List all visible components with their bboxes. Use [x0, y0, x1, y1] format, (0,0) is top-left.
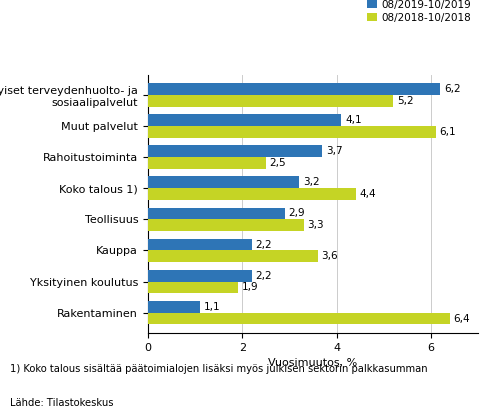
Text: 5,2: 5,2 — [397, 96, 414, 106]
Text: 2,2: 2,2 — [255, 240, 272, 250]
Legend: 08/2019-10/2019, 08/2018-10/2018: 08/2019-10/2019, 08/2018-10/2018 — [364, 0, 473, 25]
Bar — [148, 270, 252, 282]
Text: 3,6: 3,6 — [321, 251, 338, 261]
Bar — [148, 250, 318, 262]
Bar — [148, 114, 341, 126]
Text: 3,3: 3,3 — [308, 220, 324, 230]
Text: 4,1: 4,1 — [345, 115, 362, 125]
Bar — [148, 208, 285, 219]
Text: 3,2: 3,2 — [303, 177, 319, 187]
Text: 2,5: 2,5 — [270, 158, 286, 168]
Text: 1,9: 1,9 — [242, 282, 258, 292]
Bar — [148, 176, 299, 188]
Bar — [148, 146, 322, 157]
Text: 6,1: 6,1 — [440, 127, 456, 137]
Text: 1) Koko talous sisältää päätoimialojen lisäksi myös julkisen sektorin palkkasumm: 1) Koko talous sisältää päätoimialojen l… — [10, 364, 427, 374]
Bar — [148, 301, 200, 312]
Bar — [148, 188, 355, 200]
Bar — [148, 126, 436, 138]
Bar — [148, 83, 440, 95]
X-axis label: Vuosimuutos, %: Vuosimuutos, % — [268, 358, 358, 368]
Text: 3,7: 3,7 — [326, 146, 343, 156]
Text: 6,2: 6,2 — [444, 84, 461, 94]
Text: 4,4: 4,4 — [359, 189, 376, 199]
Bar — [148, 312, 450, 324]
Bar — [148, 219, 304, 231]
Text: 2,9: 2,9 — [288, 208, 305, 218]
Bar — [148, 282, 238, 293]
Bar — [148, 157, 266, 169]
Text: 2,2: 2,2 — [255, 271, 272, 281]
Bar — [148, 95, 393, 107]
Text: Lähde: Tilastokeskus: Lähde: Tilastokeskus — [10, 398, 113, 408]
Text: 1,1: 1,1 — [204, 302, 220, 312]
Text: 6,4: 6,4 — [454, 314, 470, 324]
Bar — [148, 239, 252, 250]
